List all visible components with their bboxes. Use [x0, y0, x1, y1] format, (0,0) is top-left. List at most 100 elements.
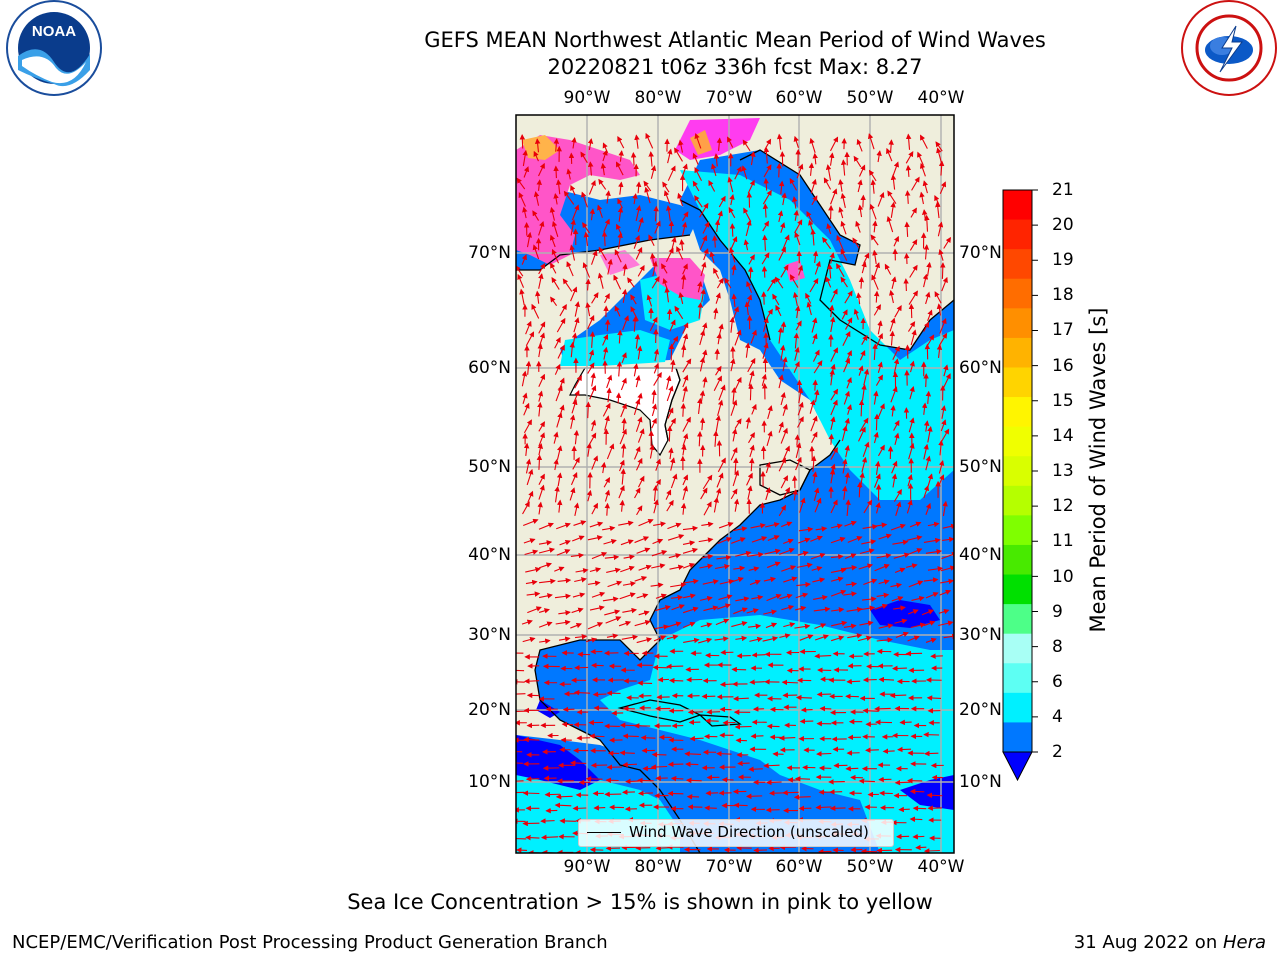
wave-direction-arrow — [646, 294, 653, 307]
wave-direction-arrow — [605, 190, 611, 204]
lat-label-right: 40°N — [959, 545, 1002, 565]
wave-direction-arrow — [678, 139, 684, 153]
wave-direction-arrow — [554, 593, 572, 600]
wave-direction-arrow — [830, 388, 839, 401]
wave-direction-arrow — [857, 179, 863, 193]
wave-direction-arrow — [654, 624, 670, 630]
wave-direction-arrow — [748, 383, 754, 401]
wave-direction-arrow — [694, 167, 703, 182]
lon-label-bottom: 40°W — [917, 857, 965, 877]
wave-direction-arrow — [574, 301, 581, 317]
wave-direction-arrow — [670, 457, 676, 471]
wave-direction-arrow — [779, 593, 793, 600]
wave-direction-arrow — [810, 535, 823, 542]
wave-direction-arrow — [537, 501, 543, 515]
wave-direction-arrow — [680, 403, 687, 417]
wave-direction-arrow — [667, 148, 673, 164]
wave-direction-arrow — [780, 427, 788, 444]
wave-direction-arrow — [643, 180, 652, 192]
wave-direction-arrow — [734, 329, 742, 346]
colorbar-band — [1003, 308, 1032, 339]
wave-direction-arrow — [830, 523, 843, 529]
wave-direction-arrow — [622, 315, 629, 331]
wave-direction-arrow — [733, 695, 749, 702]
colorbar-tick: 15 — [1052, 391, 1074, 411]
wave-direction-arrow — [811, 195, 818, 206]
wave-direction-arrow — [751, 594, 764, 601]
wave-direction-arrow — [731, 293, 737, 307]
wave-direction-arrow — [590, 250, 598, 265]
wave-direction-arrow — [830, 635, 845, 642]
wave-direction-arrow — [699, 329, 706, 346]
wave-direction-arrow — [796, 562, 813, 569]
wave-direction-arrow — [828, 304, 835, 318]
wave-direction-arrow — [697, 302, 703, 319]
wave-direction-arrow — [845, 765, 859, 772]
wave-direction-arrow — [634, 333, 641, 349]
wave-direction-arrow — [830, 399, 838, 416]
wave-direction-arrow — [573, 520, 587, 526]
wave-direction-arrow — [926, 695, 942, 701]
colorbar-band — [1003, 337, 1032, 368]
wave-direction-arrow — [702, 376, 708, 388]
wave-direction-arrow — [563, 190, 575, 205]
wave-direction-arrow — [765, 487, 771, 501]
wave-direction-arrow — [876, 637, 893, 643]
wave-direction-arrow — [553, 192, 559, 205]
wave-direction-arrow — [689, 735, 704, 742]
wave-direction-arrow — [549, 206, 556, 221]
wave-direction-arrow — [911, 595, 925, 602]
wave-direction-arrow — [652, 538, 664, 545]
wave-direction-arrow — [764, 548, 781, 555]
wave-direction-arrow — [861, 456, 868, 473]
wave-direction-arrow — [694, 132, 702, 149]
wave-direction-arrow — [777, 210, 784, 223]
wave-direction-arrow — [847, 633, 863, 639]
wave-direction-arrow — [697, 431, 703, 447]
wave-direction-arrow — [716, 137, 723, 151]
wave-direction-arrow — [682, 211, 689, 222]
wave-direction-arrow — [516, 679, 525, 685]
wave-direction-arrow — [937, 221, 944, 237]
wave-direction-arrow — [730, 447, 738, 461]
wave-direction-arrow — [685, 761, 699, 768]
wave-direction-arrow — [668, 553, 682, 559]
wave-direction-arrow — [650, 764, 668, 770]
wave-direction-arrow — [844, 553, 857, 560]
wave-direction-arrow — [586, 442, 592, 457]
wave-direction-arrow — [698, 637, 713, 644]
wave-direction-arrow — [823, 177, 832, 190]
wave-direction-arrow — [618, 520, 634, 526]
wave-direction-arrow — [878, 676, 894, 683]
lat-label-left: 10°N — [468, 772, 511, 792]
wave-direction-arrow — [702, 221, 710, 234]
wave-direction-arrow — [538, 162, 545, 177]
wave-direction-arrow — [789, 274, 799, 288]
wave-direction-arrow — [703, 501, 712, 516]
wave-direction-arrow — [813, 487, 820, 501]
wave-direction-arrow — [557, 344, 565, 359]
wave-direction-arrow — [713, 430, 719, 447]
wave-direction-arrow — [714, 348, 720, 360]
wave-direction-arrow — [877, 192, 885, 207]
wave-direction-arrow — [718, 384, 726, 401]
wave-direction-arrow — [794, 305, 801, 319]
wave-direction-arrow — [715, 292, 721, 304]
wave-direction-arrow — [890, 404, 896, 417]
wave-direction-arrow — [812, 250, 819, 264]
wave-direction-arrow — [591, 502, 598, 515]
wave-direction-arrow — [781, 679, 798, 686]
wave-direction-arrow — [792, 196, 798, 209]
wave-direction-arrow — [869, 203, 877, 220]
wave-direction-arrow — [591, 591, 606, 598]
wave-direction-arrow — [858, 276, 865, 289]
wave-direction-arrow — [767, 561, 781, 569]
wave-direction-arrow — [730, 358, 736, 372]
wave-direction-arrow — [617, 329, 623, 344]
wave-direction-arrow — [842, 565, 858, 571]
wave-direction-arrow — [943, 236, 951, 249]
wave-direction-arrow — [891, 460, 898, 474]
wave-direction-arrow — [616, 161, 624, 176]
wave-direction-arrow — [893, 488, 902, 502]
wave-direction-arrow — [582, 262, 591, 278]
